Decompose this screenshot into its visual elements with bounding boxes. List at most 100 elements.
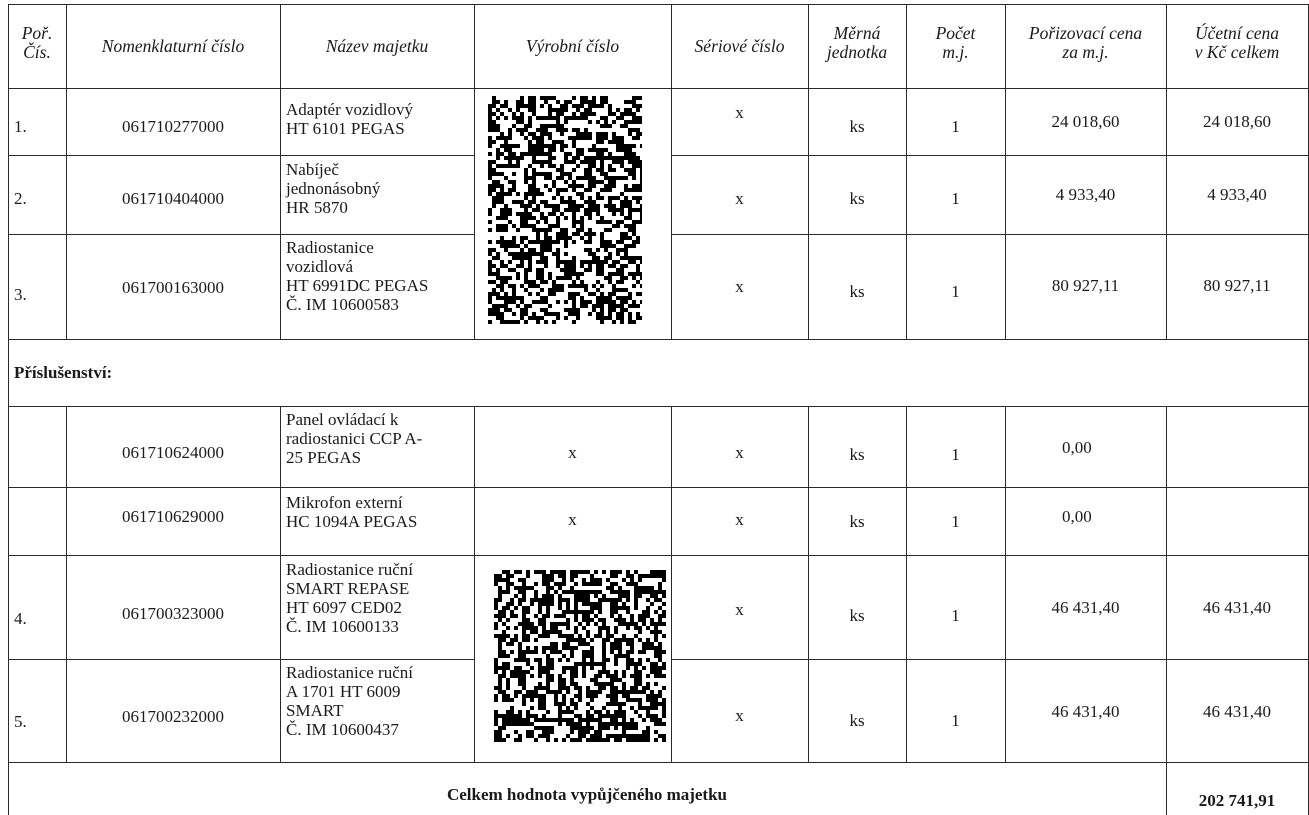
unit-price: 0,00 (1062, 507, 1092, 526)
row-number: 1. (14, 117, 27, 136)
col-border (1005, 4, 1006, 339)
asset-name: Nabíječ jednonásobný HR 5870 (286, 160, 381, 217)
serial-number: x (735, 706, 744, 725)
col-border (906, 4, 907, 339)
col-border (808, 4, 809, 339)
row-border (8, 155, 474, 156)
col-border (280, 406, 281, 762)
col-border (8, 4, 9, 815)
row-border (8, 555, 1309, 556)
count: 1 (951, 606, 960, 625)
header-bottom-border (8, 88, 1309, 89)
asset-name: Mikrofon externí HC 1094A PEGAS (286, 493, 418, 531)
total-value: 80 927,11 (1203, 276, 1271, 295)
col-border (671, 4, 672, 339)
total-value: 46 431,40 (1203, 702, 1271, 721)
asset-name: Panel ovládací k radiostanici CCP A- 25 … (286, 410, 423, 467)
serial-number: x (735, 600, 744, 619)
row-border (671, 659, 1309, 660)
count: 1 (951, 117, 960, 136)
asset-name: Radiostanice ruční A 1701 HT 6009 SMART … (286, 663, 413, 739)
row-border (8, 339, 1309, 340)
grand-total-value: 202 741,91 (1198, 791, 1276, 810)
row-border (8, 762, 1309, 763)
unit-price: 4 933,40 (1055, 185, 1116, 204)
unit-price: 46 431,40 (1051, 702, 1120, 721)
production-number: x (568, 443, 577, 462)
unit: ks (849, 711, 865, 730)
table-top-border (8, 4, 1309, 5)
accessories-label: Příslušenství: (14, 363, 113, 382)
unit: ks (849, 606, 865, 625)
production-number: x (568, 510, 577, 529)
header-col-nomenclature: Nomenklaturní číslo (101, 36, 245, 56)
nomenclature-number: 061700232000 (122, 707, 224, 726)
header-col-value: Účetní cena v Kč celkem (1194, 23, 1280, 62)
unit: ks (849, 445, 865, 464)
total-value: 4 933,40 (1207, 185, 1267, 204)
count: 1 (951, 282, 960, 301)
row-number: 4. (14, 609, 27, 628)
asset-name: Adaptér vozidlový HT 6101 PEGAS (286, 100, 413, 138)
asset-name: Radiostanice ruční SMART REPASE HT 6097 … (286, 560, 413, 636)
unit-price: 80 927,11 (1051, 276, 1120, 295)
redaction-noise-pattern (494, 570, 666, 742)
count: 1 (951, 445, 960, 464)
col-border (1166, 406, 1167, 762)
header-col-name: Název majetku (325, 36, 429, 56)
header-col-unit: Měrná jednotka (826, 23, 888, 62)
header-col-price: Pořizovací cena za m.j. (1028, 23, 1143, 62)
total-value: 46 431,40 (1203, 598, 1271, 617)
nomenclature-number: 061700163000 (122, 278, 224, 297)
nomenclature-number: 061700323000 (122, 604, 224, 623)
count: 1 (951, 189, 960, 208)
serial-number: x (735, 189, 744, 208)
col-border (1166, 4, 1167, 339)
row-border (8, 234, 474, 235)
col-border (66, 406, 67, 762)
header-col-count: Počet m.j. (935, 23, 976, 62)
col-border (808, 406, 809, 762)
unit: ks (849, 282, 865, 301)
row-border (8, 659, 474, 660)
row-number: 5. (14, 712, 27, 731)
redacted-production-number (488, 96, 642, 324)
header-col-serial: Sériové číslo (694, 36, 785, 56)
unit-price: 0,00 (1062, 438, 1092, 457)
total-value: 24 018,60 (1203, 112, 1271, 131)
col-border (280, 4, 281, 339)
total-label: Celkem hodnota vypůjčeného majetku (446, 785, 728, 804)
nomenclature-number: 061710624000 (122, 443, 224, 462)
unit-price: 46 431,40 (1051, 598, 1120, 617)
count: 1 (951, 711, 960, 730)
col-border (1005, 406, 1006, 762)
accessories-bottom-border (8, 406, 1309, 407)
serial-number: x (735, 277, 744, 296)
header-col-no: Poř. Čís. (21, 23, 53, 62)
unit: ks (849, 189, 865, 208)
serial-number: x (735, 103, 744, 122)
col-border (474, 406, 475, 762)
row-border (671, 234, 1309, 235)
serial-number: x (735, 510, 744, 529)
asset-name: Radiostanice vozidlová HT 6991DC PEGAS Č… (286, 238, 429, 314)
nomenclature-number: 061710277000 (122, 117, 224, 136)
row-number: 2. (14, 189, 27, 208)
col-border (906, 406, 907, 762)
unit: ks (849, 117, 865, 136)
nomenclature-number: 061710629000 (122, 507, 224, 526)
redaction-noise-pattern (488, 96, 642, 324)
row-border (8, 487, 1309, 488)
col-border (1166, 762, 1167, 815)
row-border (671, 155, 1309, 156)
col-border (66, 4, 67, 339)
col-border (671, 406, 672, 762)
nomenclature-number: 061710404000 (122, 189, 224, 208)
header-col-production: Výrobní číslo (525, 36, 620, 56)
redacted-production-number (494, 570, 666, 742)
col-border (474, 4, 475, 339)
row-number: 3. (14, 285, 27, 304)
serial-number: x (735, 443, 744, 462)
unit-price: 24 018,60 (1051, 112, 1120, 131)
count: 1 (951, 512, 960, 531)
